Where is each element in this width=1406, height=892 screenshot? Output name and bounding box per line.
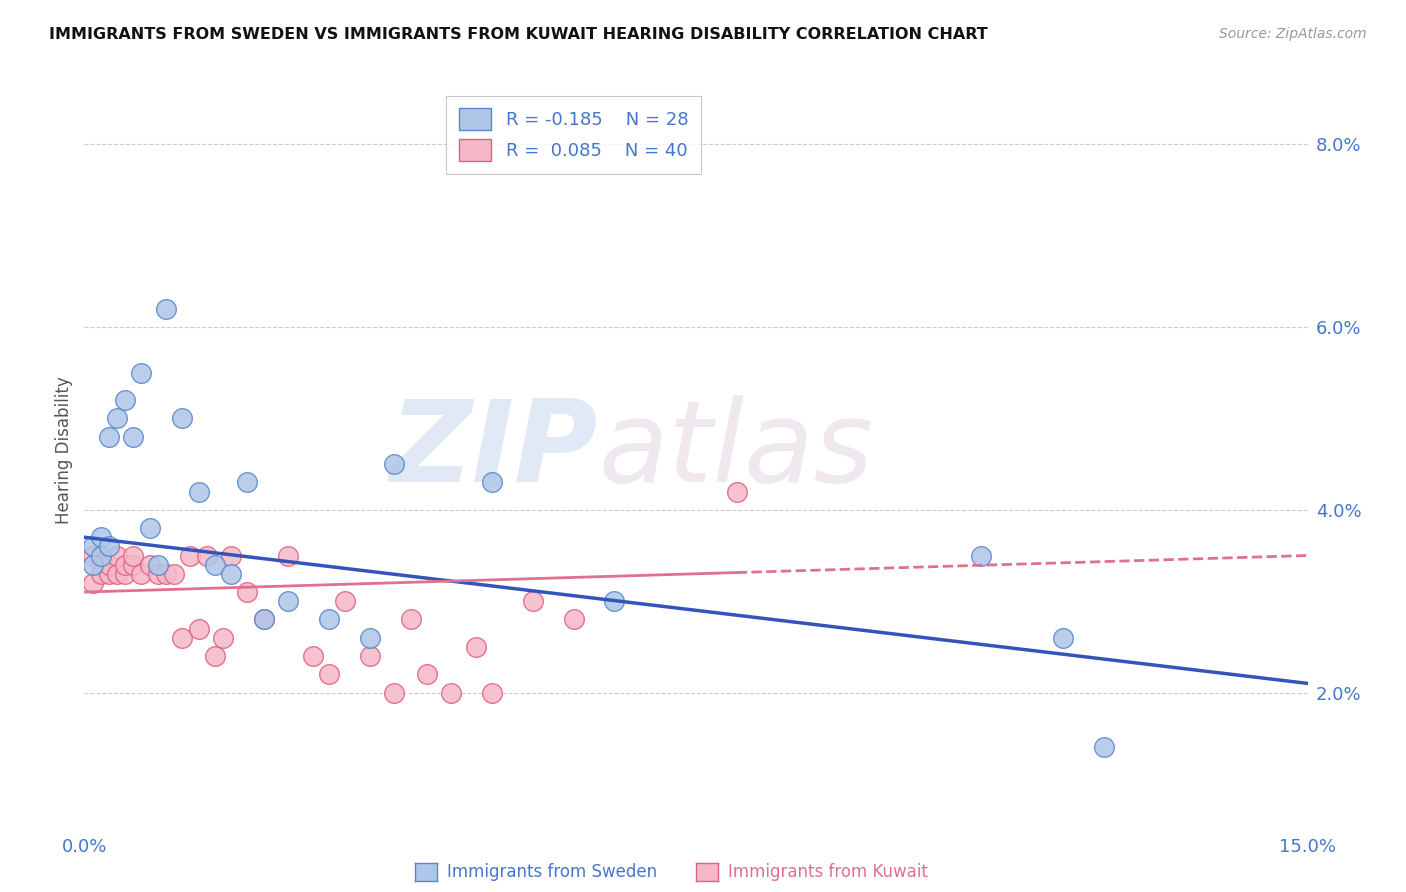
Point — [138, 558, 160, 572]
Point — [277, 594, 299, 608]
Point — [725, 484, 748, 499]
Point — [90, 530, 112, 544]
Point — [301, 648, 323, 663]
Point — [179, 549, 201, 563]
Legend: R = -0.185    N = 28, R =  0.085    N = 40: R = -0.185 N = 28, R = 0.085 N = 40 — [446, 95, 702, 174]
Point — [277, 549, 299, 563]
Point — [481, 475, 503, 490]
Point — [146, 566, 169, 581]
Point — [382, 685, 405, 699]
Point — [416, 667, 439, 681]
Point — [359, 648, 381, 663]
Point — [219, 549, 242, 563]
Point — [105, 549, 128, 563]
Point — [146, 558, 169, 572]
Text: Source: ZipAtlas.com: Source: ZipAtlas.com — [1219, 27, 1367, 41]
Point — [481, 685, 503, 699]
Point — [97, 430, 120, 444]
Y-axis label: Hearing Disability: Hearing Disability — [55, 376, 73, 524]
Point — [114, 393, 136, 408]
Point — [359, 631, 381, 645]
Point — [219, 566, 242, 581]
Point — [97, 558, 120, 572]
Point — [335, 594, 357, 608]
Point — [522, 594, 544, 608]
Point — [382, 457, 405, 471]
Point — [187, 622, 209, 636]
Point — [131, 366, 153, 380]
Point — [1092, 740, 1115, 755]
Point — [562, 612, 585, 626]
Text: IMMIGRANTS FROM SWEDEN VS IMMIGRANTS FROM KUWAIT HEARING DISABILITY CORRELATION : IMMIGRANTS FROM SWEDEN VS IMMIGRANTS FRO… — [49, 27, 988, 42]
Point — [82, 558, 104, 572]
Point — [1052, 631, 1074, 645]
Point — [105, 411, 128, 425]
Point — [114, 558, 136, 572]
Point — [440, 685, 463, 699]
Point — [122, 558, 145, 572]
Point — [172, 411, 194, 425]
Point — [82, 540, 104, 554]
Point — [236, 475, 259, 490]
Point — [122, 430, 145, 444]
Point — [195, 549, 218, 563]
Point — [236, 585, 259, 599]
Point — [318, 612, 340, 626]
Point — [318, 667, 340, 681]
Point — [97, 540, 120, 554]
Point — [105, 566, 128, 581]
Point — [114, 566, 136, 581]
Point — [122, 549, 145, 563]
Text: Immigrants from Kuwait: Immigrants from Kuwait — [728, 863, 928, 881]
Point — [155, 301, 177, 316]
Point — [82, 549, 104, 563]
Point — [90, 566, 112, 581]
Point — [187, 484, 209, 499]
Point — [204, 648, 226, 663]
Point — [90, 558, 112, 572]
Point — [603, 594, 626, 608]
Point — [464, 640, 486, 654]
Point — [253, 612, 276, 626]
Point — [163, 566, 186, 581]
Point — [97, 566, 120, 581]
Point — [90, 549, 112, 563]
Text: ZIP: ZIP — [389, 395, 598, 506]
Point — [138, 521, 160, 535]
Point — [253, 612, 276, 626]
Point — [82, 575, 104, 590]
Point — [155, 566, 177, 581]
Point — [970, 549, 993, 563]
Point — [172, 631, 194, 645]
Point — [399, 612, 422, 626]
Point — [131, 566, 153, 581]
Point — [204, 558, 226, 572]
Point — [212, 631, 235, 645]
Text: Immigrants from Sweden: Immigrants from Sweden — [447, 863, 657, 881]
Text: atlas: atlas — [598, 395, 873, 506]
